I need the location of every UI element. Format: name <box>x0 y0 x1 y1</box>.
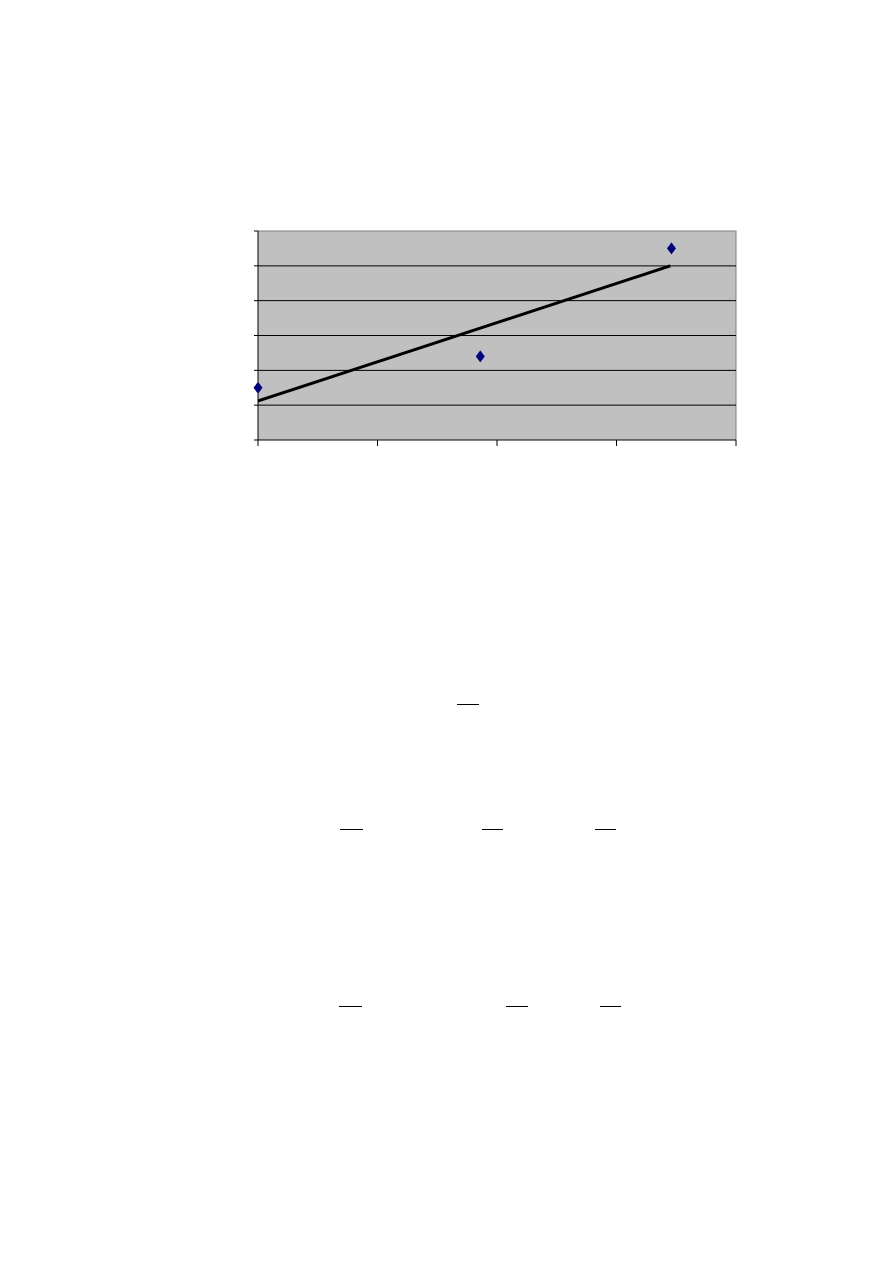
fraction-bar <box>482 829 503 830</box>
fraction-bar <box>340 829 363 830</box>
fraction-bar <box>595 829 616 830</box>
fraction-bar <box>506 1006 528 1007</box>
fraction-bar <box>457 704 479 705</box>
data-point <box>475 350 485 363</box>
fraction-bar <box>339 1006 362 1007</box>
trendline <box>257 264 671 403</box>
data-point <box>253 381 263 394</box>
data-point <box>666 242 676 255</box>
fraction-bar <box>600 1006 621 1007</box>
scatter-chart <box>253 230 737 446</box>
